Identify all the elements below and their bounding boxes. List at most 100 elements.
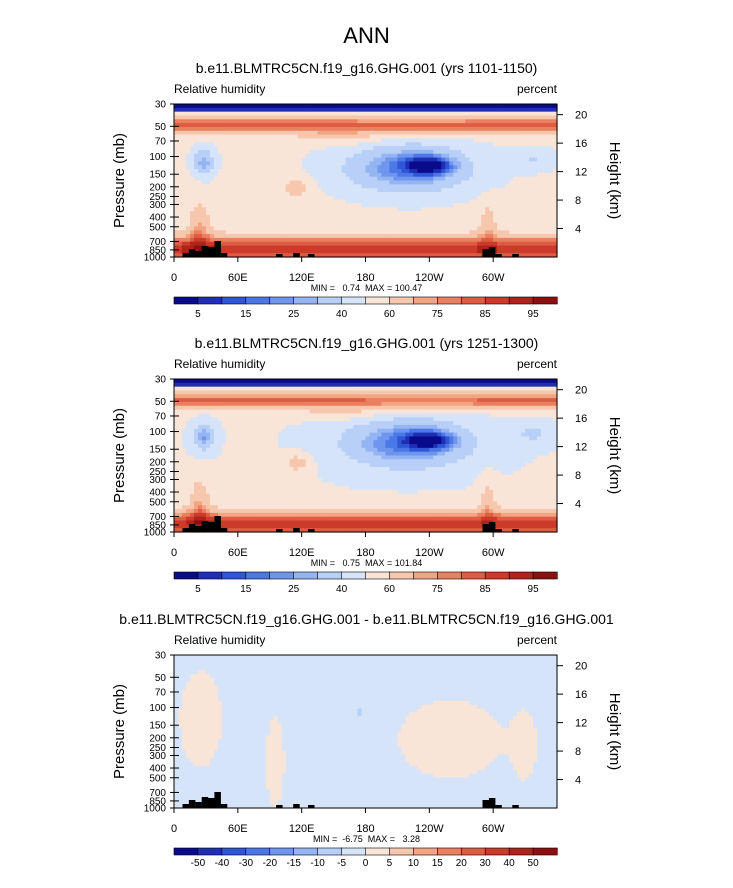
heatmap-cell [225, 401, 231, 407]
heatmap-cell [317, 245, 323, 250]
heatmap-cell [217, 501, 223, 506]
heatmap-cell [397, 199, 403, 205]
heatmap-cell [205, 234, 211, 239]
heatmap-cell [213, 497, 219, 502]
heatmap-cell [521, 253, 526, 258]
heatmap-cell [317, 130, 323, 136]
heatmap-cell [181, 478, 187, 483]
heatmap-cell [181, 520, 187, 525]
heatmap-cell [177, 195, 183, 201]
heatmap-cell [209, 203, 215, 208]
heatmap-cell [481, 184, 486, 189]
heatmap-cell [225, 130, 231, 136]
heatmap-cell [177, 222, 183, 227]
heatmap-cell [441, 134, 446, 140]
heatmap-cell [193, 195, 199, 201]
heatmap-cell [273, 428, 279, 434]
heatmap-cell [225, 161, 231, 166]
heatmap-cell [541, 203, 546, 208]
heatmap-cell [225, 226, 231, 231]
heatmap-cell [549, 249, 554, 254]
heatmap-cell [449, 123, 454, 128]
heatmap-cell [265, 237, 271, 243]
heatmap-cell [477, 165, 482, 170]
heatmap-cell [449, 207, 454, 212]
heatmap-cell [209, 184, 215, 189]
heatmap-cell [449, 234, 454, 239]
heatmap-cell [385, 138, 391, 143]
heatmap-cell [437, 111, 442, 117]
heatmap-cell [189, 172, 195, 178]
heatmap-cell [493, 111, 498, 117]
heatmap-cell [553, 214, 558, 220]
heatmap-cell [409, 253, 414, 258]
heatmap-cell [469, 188, 474, 193]
heatmap-cell [249, 516, 255, 522]
heatmap-cell [261, 207, 267, 212]
heatmap-cell [545, 146, 550, 151]
heatmap-cell [233, 226, 239, 231]
heatmap-cell [249, 463, 255, 468]
heatmap-cell [317, 111, 323, 117]
heatmap-cell [269, 195, 275, 201]
heatmap-cell [329, 237, 335, 243]
heatmap-cell [401, 172, 406, 178]
heatmap-cell [377, 211, 383, 216]
heatmap-field [174, 379, 558, 533]
heatmap-cell [405, 184, 410, 189]
heatmap-cell [441, 226, 446, 231]
heatmap-cell [461, 104, 466, 109]
heatmap-cell [509, 146, 514, 151]
heatmap-cell [301, 207, 307, 212]
heatmap-cell [361, 134, 367, 140]
heatmap-cell [393, 123, 399, 128]
heatmap-cell [421, 130, 426, 136]
heatmap-cell [501, 195, 506, 201]
heatmap-cell [457, 218, 462, 224]
heatmap-cell [505, 230, 510, 235]
heatmap-cell [449, 149, 454, 155]
heatmap-cell [397, 130, 403, 136]
heatmap-cell [493, 203, 498, 208]
heatmap-cell [525, 249, 530, 254]
heatmap-cell [409, 199, 414, 205]
heatmap-cell [537, 153, 542, 159]
heatmap-cell [261, 211, 267, 216]
heatmap-cell [181, 474, 187, 480]
heatmap-cell [249, 390, 255, 395]
heatmap-cell [217, 512, 223, 518]
topography-bar [293, 253, 300, 257]
heatmap-cell [293, 226, 299, 231]
heatmap-cell [365, 230, 371, 235]
heatmap-cell [269, 497, 275, 502]
heatmap-cell [241, 489, 247, 495]
heatmap-cell [269, 440, 275, 445]
heatmap-cell [245, 493, 251, 499]
heatmap-cell [277, 142, 283, 147]
heatmap-cell [453, 161, 458, 166]
heatmap-cell [537, 119, 542, 124]
heatmap-cell [361, 161, 367, 166]
heatmap-cell [237, 436, 243, 441]
heatmap-cell [449, 249, 454, 254]
heatmap-cell [249, 249, 255, 254]
heatmap-cell [485, 134, 490, 140]
heatmap-cell [273, 157, 279, 162]
heatmap-cell [201, 386, 207, 392]
heatmap-cell [469, 104, 474, 109]
heatmap-cell [393, 138, 399, 143]
heatmap-cell [293, 138, 299, 143]
heatmap-cell [185, 493, 191, 499]
heatmap-cell [205, 459, 211, 464]
heatmap-cell [297, 184, 303, 189]
heatmap-cell [193, 466, 199, 472]
heatmap-cell [174, 241, 179, 247]
heatmap-cell [357, 134, 363, 140]
heatmap-cell [185, 172, 191, 178]
heatmap-cell [317, 115, 323, 120]
heatmap-cell [437, 211, 442, 216]
heatmap-cell [321, 184, 327, 189]
heatmap-cell [481, 111, 486, 117]
heatmap-cell [469, 226, 474, 231]
heatmap-cell [209, 432, 215, 437]
